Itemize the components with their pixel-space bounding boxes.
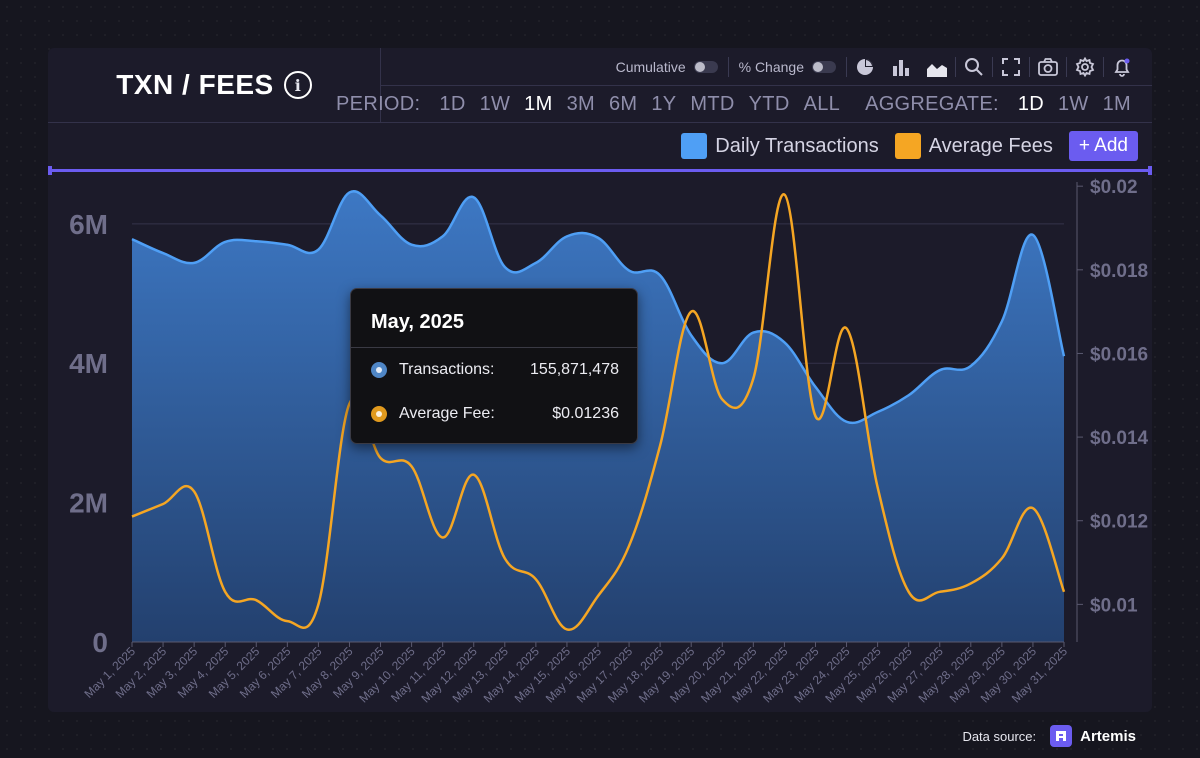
area-chart-icon[interactable] [926, 56, 948, 78]
fees-line [131, 193, 1066, 631]
pie-chart-icon[interactable] [854, 56, 876, 78]
tooltip-value-transactions: 155,871,478 [530, 361, 619, 378]
y-left-tick-label: 2M [69, 488, 108, 519]
period-option-all[interactable]: ALL [803, 92, 841, 115]
toolbar-divider [1103, 56, 1104, 77]
info-icon[interactable]: i [283, 71, 312, 99]
tooltip-label-fee: Average Fee: [399, 405, 495, 422]
legend-item-transactions[interactable]: Daily Transactions [681, 133, 879, 159]
artemis-logo-icon [1050, 725, 1073, 747]
legend-swatch-transactions [681, 133, 708, 159]
y-right-tick-label: $0.01 [1090, 595, 1138, 616]
y-left-tick-label: 0 [92, 627, 108, 658]
period-option-3m[interactable]: 3M [566, 92, 595, 115]
y-right-tick-label: $0.018 [1090, 261, 1148, 282]
pct-change-toggle[interactable] [812, 60, 836, 73]
search-icon[interactable] [963, 56, 985, 78]
artemis-brand[interactable]: Artemis [1080, 727, 1136, 745]
tooltip-row-transactions: Transactions: 155,871,478 [371, 361, 619, 379]
aggregate-option-1d[interactable]: 1D [1017, 92, 1044, 115]
tooltip-dot-transactions [371, 362, 387, 378]
y-right-tick-label: $0.016 [1090, 344, 1148, 365]
bell-icon[interactable] [1111, 56, 1133, 78]
cumulative-toggle[interactable] [693, 60, 718, 73]
toolbar-divider [992, 56, 993, 77]
period-option-6m[interactable]: 6M [608, 92, 638, 115]
add-metric-button[interactable]: + Add [1068, 131, 1138, 161]
cumulative-label: Cumulative [615, 58, 686, 75]
legend-item-fees[interactable]: Average Fees [894, 133, 1053, 159]
cumulative-toggle-group[interactable]: Cumulative [606, 59, 728, 75]
transactions-line [131, 190, 1066, 425]
period-option-1m[interactable]: 1M [524, 92, 553, 115]
aggregate-options: 1D 1W 1M [1011, 93, 1138, 116]
footer: Data source: Artemis [962, 722, 1136, 750]
tooltip-row-fee: Average Fee: $0.01236 [371, 405, 619, 423]
bar-chart-icon[interactable] [890, 56, 912, 78]
period-option-1y[interactable]: 1Y [651, 92, 677, 115]
y-right-tick-label: $0.012 [1090, 512, 1148, 533]
y-left-tick-label: 6M [69, 209, 108, 240]
period-option-ytd[interactable]: YTD [748, 92, 790, 115]
toolbar: Cumulative % Change [381, 48, 1152, 86]
legend-bar: Daily Transactions Average Fees + Add [48, 123, 1152, 169]
aggregate-option-1w[interactable]: 1W [1058, 92, 1089, 115]
toolbar-divider [955, 56, 956, 77]
period-option-1d[interactable]: 1D [439, 92, 466, 115]
pct-change-toggle-group[interactable]: % Change [729, 59, 846, 75]
period-option-mtd[interactable]: MTD [690, 92, 735, 115]
pct-change-label: % Change [738, 58, 804, 75]
chart-title: TXN / FEES [116, 69, 274, 100]
data-source-label: Data source: [962, 728, 1037, 744]
toolbar-divider [1066, 56, 1067, 77]
legend-label-transactions: Daily Transactions [715, 134, 879, 157]
aggregate-label: AGGREGATE: [865, 92, 999, 115]
tooltip-label-transactions: Transactions: [399, 361, 495, 378]
y-right-tick-label: $0.014 [1090, 428, 1149, 449]
y-right-tick-label: $0.02 [1090, 177, 1138, 198]
legend-label-fees: Average Fees [928, 134, 1053, 157]
legend-swatch-fees [894, 133, 921, 159]
period-bar: PERIOD: 1D 1W 1M 3M 6M 1Y MTD YTD ALL AGGREGATE:… [336, 86, 1152, 123]
period-options: 1D 1W 1M 3M 6M 1Y MTD YTD ALL [432, 93, 847, 116]
camera-icon[interactable] [1037, 56, 1059, 78]
fullscreen-icon[interactable] [1000, 56, 1022, 78]
toolbar-divider [727, 56, 729, 77]
aggregate-option-1m[interactable]: 1M [1102, 92, 1131, 115]
gear-icon[interactable] [1074, 56, 1096, 78]
tooltip: May, 2025 Transactions: 155,871,478 Aver… [350, 288, 638, 444]
tooltip-title: May, 2025 [371, 311, 465, 333]
tooltip-divider [351, 347, 637, 348]
tooltip-value-fee: $0.01236 [552, 405, 619, 422]
toolbar-divider [846, 56, 847, 77]
title-box: TXN / FEES i [48, 48, 381, 123]
toolbar-divider [1029, 56, 1030, 77]
range-slider-bar[interactable] [48, 166, 1152, 175]
period-option-1w[interactable]: 1W [479, 92, 511, 115]
tooltip-dot-fee [371, 406, 387, 422]
period-label: PERIOD: [336, 92, 421, 115]
y-left-tick-label: 4M [69, 348, 108, 379]
